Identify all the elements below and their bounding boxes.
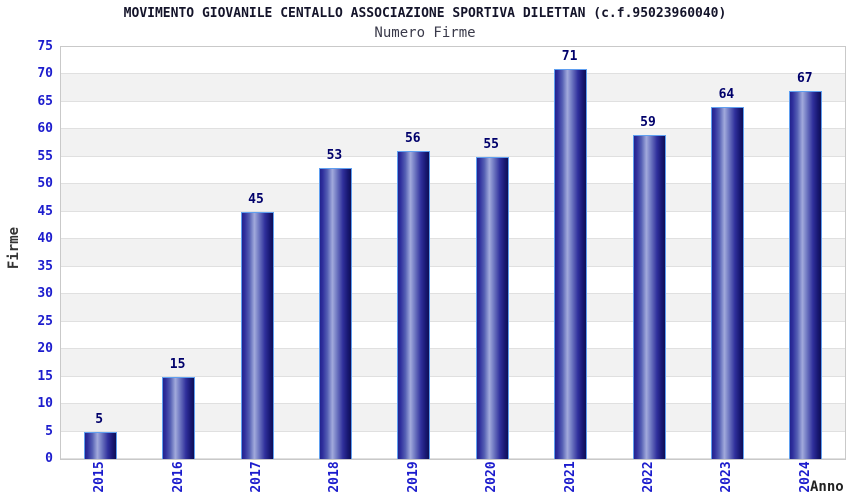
bar-value-label: 5 [95, 411, 104, 427]
x-tick-label: 2015 [91, 461, 107, 493]
bar-value-label: 64 [718, 87, 735, 103]
x-tick-label: 2020 [483, 461, 499, 493]
y-tick-label: 50 [37, 176, 53, 192]
bar-2019 [397, 151, 431, 459]
y-tick-label: 25 [37, 313, 53, 329]
x-tick-label: 2019 [405, 461, 421, 493]
bar-2022 [632, 134, 666, 459]
y-tick-label: 70 [37, 66, 53, 82]
x-tick-label: 2022 [640, 461, 656, 493]
bar-2020 [475, 156, 509, 459]
grid-band [61, 74, 845, 102]
y-tick-label: 0 [45, 451, 53, 466]
y-tick-label: 15 [37, 368, 53, 384]
bar-value-label: 45 [248, 191, 264, 207]
y-axis-title: Firme [6, 226, 22, 270]
bar-2016 [162, 376, 196, 459]
bar-value-label: 67 [796, 70, 813, 86]
bar-value-label: 55 [483, 136, 500, 152]
chart-subtitle: Numero Firme [374, 25, 476, 41]
bar-value-label: 53 [326, 147, 343, 163]
grid-band [61, 47, 845, 75]
chart-title: MOVIMENTO GIOVANILE CENTALLO ASSOCIAZION… [123, 6, 727, 21]
bar-2017 [240, 211, 274, 459]
x-tick-label: 2018 [326, 461, 342, 493]
x-tick-label: 2023 [718, 461, 734, 493]
bar-2018 [318, 167, 352, 459]
bar-2024 [789, 90, 823, 459]
x-tick-label: 2017 [248, 461, 264, 493]
bar-value-label: 15 [169, 356, 186, 372]
y-tick-label: 45 [37, 203, 53, 219]
plot-area [60, 46, 846, 460]
bar-value-label: 59 [640, 114, 656, 130]
bar-2015 [83, 431, 117, 459]
bar-2023 [710, 107, 744, 459]
bar-value-label: 71 [561, 48, 578, 64]
y-tick-label: 5 [45, 423, 53, 439]
y-tick-label: 75 [37, 39, 53, 54]
y-tick-label: 55 [37, 148, 53, 164]
x-axis-title: Anno [810, 479, 844, 495]
x-tick-label: 2021 [562, 461, 578, 493]
y-tick-label: 65 [37, 93, 53, 109]
y-tick-label: 60 [37, 121, 53, 137]
y-tick-label: 10 [37, 396, 53, 412]
x-tick-label: 2016 [170, 461, 186, 493]
y-tick-label: 35 [37, 258, 53, 274]
y-tick-label: 40 [37, 231, 53, 247]
bar-2021 [554, 68, 588, 459]
y-tick-label: 30 [37, 286, 53, 302]
bar-value-label: 56 [404, 131, 421, 147]
y-tick-label: 20 [37, 341, 53, 357]
